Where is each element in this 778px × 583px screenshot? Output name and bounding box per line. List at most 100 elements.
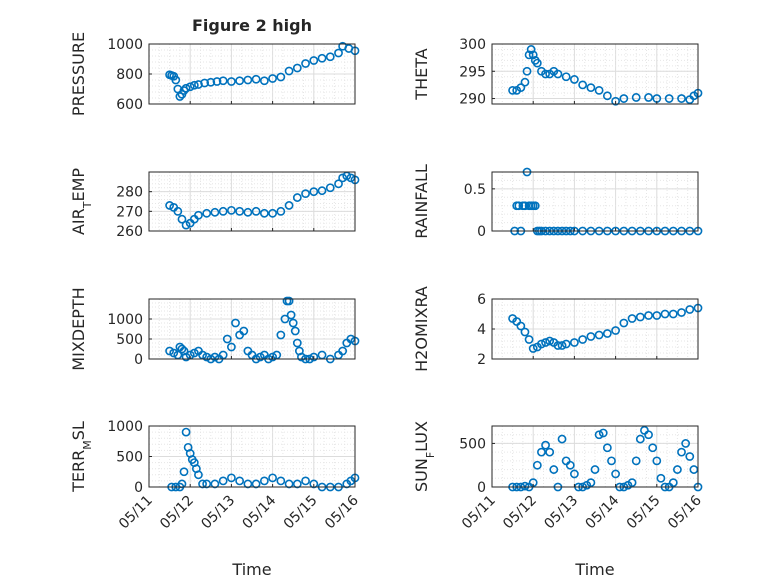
- y-tick-label: 0.5: [464, 182, 486, 198]
- data-point: [284, 479, 294, 489]
- y-tick-label: 300: [459, 37, 486, 53]
- data-point: [346, 334, 356, 344]
- data-point: [235, 76, 245, 86]
- y-axis-label: THETA: [412, 48, 431, 100]
- data-point: [239, 326, 249, 336]
- data-point: [520, 327, 530, 337]
- data-point: [202, 208, 212, 218]
- data-point: [309, 56, 319, 65]
- data-point: [545, 447, 555, 457]
- data-point: [284, 201, 294, 210]
- data-point: [177, 344, 187, 354]
- data-point: [346, 173, 356, 183]
- data-point: [210, 352, 220, 362]
- y-tick-label: 2: [477, 352, 486, 368]
- data-point: [685, 305, 695, 314]
- data-point: [276, 72, 286, 82]
- y-tick-label: 295: [459, 64, 486, 80]
- y-tick-label: 0: [477, 224, 486, 240]
- data-point: [189, 348, 199, 358]
- data-point: [292, 338, 302, 348]
- data-point: [218, 476, 228, 486]
- y-axis-label: TERRMSL: [69, 421, 94, 493]
- data-point: [284, 296, 294, 306]
- data-point: [520, 77, 530, 87]
- subplot-theta: 290 295 300 THETA: [412, 37, 703, 108]
- data-point: [528, 50, 538, 60]
- data-point: [181, 220, 191, 230]
- data-point: [226, 473, 236, 483]
- data-point: [301, 59, 310, 68]
- data-point: [598, 428, 608, 438]
- data-point: [570, 75, 579, 84]
- data-point: [627, 314, 637, 323]
- data-point: [297, 352, 306, 362]
- subplot-rainfall: 0 0.5 RAINFALL: [412, 164, 703, 240]
- data-point: [570, 338, 579, 347]
- subplot-pressure: 600 800 1000 PRESSURE Figure 2 high: [69, 16, 360, 116]
- data-point: [171, 75, 181, 85]
- data-point: [292, 63, 302, 73]
- data-point: [607, 456, 616, 466]
- data-point: [290, 326, 300, 336]
- data-point: [338, 173, 348, 183]
- data-point: [218, 206, 228, 216]
- y-tick-label: 0: [134, 352, 143, 368]
- data-point: [627, 478, 637, 488]
- data-point: [524, 50, 534, 60]
- data-point: [334, 48, 343, 58]
- data-point: [524, 335, 534, 344]
- data-point: [631, 456, 641, 466]
- data-point: [243, 207, 253, 217]
- data-point: [644, 430, 653, 440]
- data-point: [611, 326, 620, 335]
- data-point: [243, 75, 253, 85]
- y-tick-label: 290: [459, 92, 486, 108]
- data-point: [200, 78, 210, 88]
- y-axis-label: H2OMIXRA: [412, 286, 431, 372]
- y-tick-label: 500: [459, 436, 486, 452]
- data-point: [520, 481, 530, 491]
- data-point: [276, 330, 286, 340]
- y-tick-label: 0: [477, 480, 486, 496]
- axes-frame: [491, 171, 699, 232]
- data-point: [284, 66, 294, 76]
- data-point: [545, 336, 555, 346]
- data-point: [189, 80, 199, 90]
- data-point: [532, 460, 542, 470]
- data-point: [594, 85, 604, 95]
- data-point: [194, 210, 203, 220]
- data-point: [652, 311, 662, 320]
- y-tick-label: 6: [477, 292, 486, 308]
- data-point: [179, 467, 189, 477]
- data-point: [553, 341, 563, 350]
- data-point: [561, 339, 571, 349]
- data-point: [338, 346, 348, 356]
- data-point: [202, 479, 212, 489]
- data-point: [292, 479, 302, 489]
- data-point: [309, 352, 319, 362]
- data-point: [268, 208, 277, 218]
- data-point: [235, 476, 245, 486]
- y-axis-label: SUNFLUX: [412, 421, 437, 492]
- subplot-h2omixra: 2 4 6 H2OMIXRA: [412, 286, 703, 372]
- data-point: [508, 85, 517, 95]
- data-point: [689, 465, 699, 474]
- data-point: [202, 352, 212, 362]
- data-point: [520, 201, 530, 211]
- data-point: [231, 318, 240, 328]
- y-tick-label: 500: [116, 332, 143, 348]
- data-point: [251, 479, 261, 489]
- data-point: [668, 309, 678, 319]
- data-point: [259, 476, 269, 486]
- data-point: [181, 352, 191, 362]
- data-point: [570, 469, 579, 479]
- y-tick-label: 260: [116, 224, 143, 240]
- y-tick-label: 270: [116, 204, 143, 220]
- data-point: [292, 193, 302, 202]
- data-point: [635, 312, 645, 322]
- data-point: [317, 186, 327, 196]
- data-point: [276, 476, 286, 486]
